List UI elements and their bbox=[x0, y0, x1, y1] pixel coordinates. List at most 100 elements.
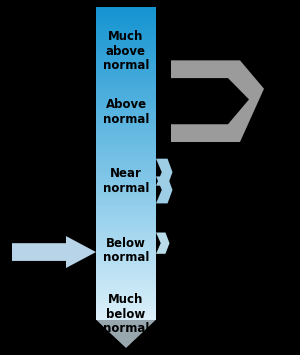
Polygon shape bbox=[96, 168, 156, 169]
Polygon shape bbox=[96, 66, 156, 67]
Polygon shape bbox=[122, 344, 130, 345]
Polygon shape bbox=[96, 255, 156, 256]
Polygon shape bbox=[96, 201, 156, 202]
Polygon shape bbox=[116, 338, 136, 339]
Polygon shape bbox=[96, 171, 156, 173]
Polygon shape bbox=[96, 281, 156, 282]
Polygon shape bbox=[96, 246, 156, 247]
Polygon shape bbox=[96, 85, 156, 86]
Polygon shape bbox=[96, 15, 156, 16]
Polygon shape bbox=[99, 322, 153, 323]
Polygon shape bbox=[96, 314, 156, 315]
Polygon shape bbox=[96, 230, 156, 231]
Polygon shape bbox=[96, 28, 156, 29]
Polygon shape bbox=[96, 181, 156, 182]
Polygon shape bbox=[96, 56, 156, 57]
Polygon shape bbox=[96, 174, 156, 175]
Polygon shape bbox=[96, 170, 156, 171]
Polygon shape bbox=[96, 211, 156, 212]
Polygon shape bbox=[96, 160, 156, 161]
Polygon shape bbox=[96, 311, 156, 312]
Polygon shape bbox=[96, 146, 156, 147]
Polygon shape bbox=[96, 148, 156, 149]
Polygon shape bbox=[96, 111, 156, 112]
Polygon shape bbox=[96, 34, 156, 35]
Polygon shape bbox=[96, 284, 156, 285]
Polygon shape bbox=[96, 274, 156, 275]
Polygon shape bbox=[110, 332, 142, 333]
Polygon shape bbox=[96, 135, 156, 136]
Polygon shape bbox=[96, 31, 156, 32]
Polygon shape bbox=[107, 330, 145, 331]
Polygon shape bbox=[96, 54, 156, 55]
Polygon shape bbox=[96, 107, 156, 108]
Polygon shape bbox=[96, 261, 156, 262]
Polygon shape bbox=[96, 8, 156, 9]
Polygon shape bbox=[96, 153, 156, 154]
Polygon shape bbox=[96, 250, 156, 251]
Polygon shape bbox=[96, 48, 156, 49]
Polygon shape bbox=[96, 155, 156, 156]
Polygon shape bbox=[96, 101, 156, 102]
Polygon shape bbox=[96, 123, 156, 124]
Polygon shape bbox=[96, 164, 156, 165]
Polygon shape bbox=[96, 248, 156, 249]
Polygon shape bbox=[96, 294, 156, 295]
Polygon shape bbox=[96, 231, 156, 232]
Polygon shape bbox=[96, 180, 156, 181]
Polygon shape bbox=[96, 297, 156, 299]
Polygon shape bbox=[96, 78, 156, 79]
Polygon shape bbox=[96, 202, 156, 203]
Polygon shape bbox=[96, 156, 156, 157]
Polygon shape bbox=[96, 208, 156, 209]
Polygon shape bbox=[96, 184, 156, 185]
Polygon shape bbox=[96, 144, 156, 146]
Polygon shape bbox=[171, 60, 264, 142]
Polygon shape bbox=[96, 238, 156, 239]
Polygon shape bbox=[96, 177, 156, 178]
Polygon shape bbox=[96, 233, 156, 234]
Polygon shape bbox=[96, 79, 156, 80]
Polygon shape bbox=[104, 327, 148, 328]
Polygon shape bbox=[96, 132, 156, 133]
Polygon shape bbox=[96, 128, 156, 129]
Polygon shape bbox=[96, 158, 156, 159]
Polygon shape bbox=[96, 46, 156, 47]
Polygon shape bbox=[96, 275, 156, 276]
Polygon shape bbox=[96, 130, 156, 131]
Polygon shape bbox=[106, 329, 146, 330]
Polygon shape bbox=[96, 21, 156, 22]
Polygon shape bbox=[96, 10, 156, 11]
Polygon shape bbox=[96, 93, 156, 94]
Polygon shape bbox=[96, 187, 156, 188]
Polygon shape bbox=[96, 226, 156, 227]
Polygon shape bbox=[96, 288, 156, 289]
Polygon shape bbox=[96, 151, 156, 152]
Polygon shape bbox=[96, 12, 156, 13]
Polygon shape bbox=[101, 324, 151, 325]
Polygon shape bbox=[124, 346, 128, 347]
Polygon shape bbox=[96, 88, 156, 89]
Polygon shape bbox=[96, 74, 156, 75]
Polygon shape bbox=[96, 218, 156, 219]
Polygon shape bbox=[96, 182, 156, 183]
Polygon shape bbox=[96, 269, 156, 271]
Polygon shape bbox=[96, 91, 156, 92]
Polygon shape bbox=[96, 251, 156, 252]
Polygon shape bbox=[96, 272, 156, 273]
Polygon shape bbox=[96, 278, 156, 279]
Polygon shape bbox=[96, 163, 156, 164]
Polygon shape bbox=[96, 234, 156, 235]
Polygon shape bbox=[96, 285, 156, 286]
Polygon shape bbox=[111, 333, 141, 334]
Polygon shape bbox=[96, 166, 156, 168]
Polygon shape bbox=[96, 109, 156, 110]
Polygon shape bbox=[96, 290, 156, 291]
Polygon shape bbox=[12, 236, 96, 268]
Polygon shape bbox=[96, 108, 156, 109]
Polygon shape bbox=[96, 193, 156, 195]
Polygon shape bbox=[96, 29, 156, 30]
Polygon shape bbox=[96, 283, 156, 284]
Polygon shape bbox=[96, 308, 156, 309]
Polygon shape bbox=[96, 24, 156, 25]
